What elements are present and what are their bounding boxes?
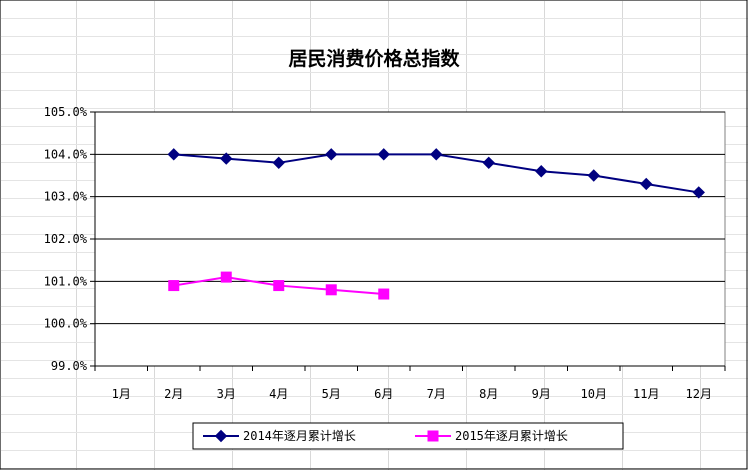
series-1-point: [640, 177, 653, 191]
series-1-point: [535, 165, 548, 178]
series-1-point: [325, 148, 338, 161]
y-tick-label: 104.0%: [44, 147, 88, 161]
y-tick-label: 100.0%: [44, 317, 88, 331]
chart-title: 居民消费价格总指数: [288, 48, 460, 70]
series-1-point: [692, 186, 705, 199]
x-tick-label: 8月: [479, 387, 498, 401]
x-tick-label: 6月: [374, 387, 393, 401]
series-2-point: [168, 280, 180, 292]
legend-swatch-marker: [427, 430, 439, 442]
x-axis: 1月 2月 3月 4月 5月 6月 7月 8月 9月 10月 11月 12月: [94, 365, 726, 401]
legend-swatch-marker: [214, 429, 228, 443]
series-2-point: [273, 280, 285, 292]
x-tick-label: 2月: [164, 387, 183, 401]
series-layer: [167, 148, 705, 300]
series-1-point: [482, 156, 495, 170]
x-tick-label: 3月: [217, 387, 236, 401]
x-tick-label: 12月: [686, 387, 712, 401]
x-tick-label: 11月: [633, 387, 659, 401]
series-1-point: [272, 156, 285, 170]
series-1-point: [377, 148, 390, 161]
series-1-point: [430, 148, 443, 161]
y-tick-label: 99.0%: [51, 359, 88, 373]
x-tick-label: 1月: [112, 387, 131, 401]
x-tick-label: 7月: [427, 387, 446, 401]
legend-box: [192, 422, 624, 450]
series-1-point: [220, 152, 233, 165]
legend: 2014年逐月累计增长 2015年逐月累计增长: [192, 422, 624, 450]
y-tick-label: 105.0%: [44, 105, 88, 119]
series-1-point: [587, 169, 600, 182]
series-2-point: [378, 288, 390, 300]
y-axis: 99.0% 100.0% 101.0% 102.0% 103.0% 104.0% 105.0…: [44, 105, 96, 373]
x-tick-label: 10月: [581, 387, 607, 401]
x-tick-label: 4月: [269, 387, 288, 401]
legend-label: 2014年逐月累计增长: [243, 429, 356, 443]
series-2-point: [220, 271, 232, 283]
x-tick-label: 5月: [322, 387, 341, 401]
series-1: [167, 148, 705, 199]
series-2: [168, 271, 390, 300]
y-tick-label: 102.0%: [44, 232, 88, 246]
y-tick-label: 103.0%: [44, 190, 88, 204]
series-1-point: [167, 148, 180, 161]
series-2-point: [325, 284, 337, 296]
x-tick-label: 9月: [532, 387, 551, 401]
legend-label: 2015年逐月累计增长: [455, 429, 568, 443]
y-tick-label: 101.0%: [44, 274, 88, 288]
